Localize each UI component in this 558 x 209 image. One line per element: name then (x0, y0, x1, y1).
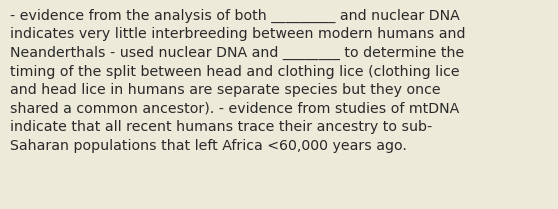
Text: - evidence from the analysis of both _________ and nuclear DNA
indicates very li: - evidence from the analysis of both ___… (10, 8, 465, 153)
